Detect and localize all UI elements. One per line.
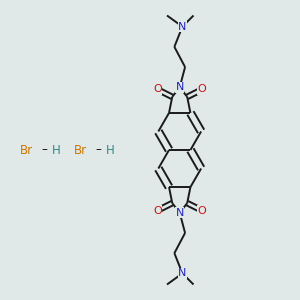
Text: O: O xyxy=(198,84,207,94)
Text: N: N xyxy=(176,82,184,92)
Text: –: – xyxy=(95,143,101,157)
Text: O: O xyxy=(153,84,162,94)
Text: H: H xyxy=(52,143,61,157)
Text: O: O xyxy=(153,206,162,216)
Text: N: N xyxy=(178,268,187,278)
Text: O: O xyxy=(198,206,207,216)
Text: –: – xyxy=(41,143,47,157)
Text: Br: Br xyxy=(20,143,33,157)
Text: N: N xyxy=(178,22,187,32)
Text: H: H xyxy=(106,143,114,157)
Text: N: N xyxy=(176,208,184,218)
Text: Br: Br xyxy=(74,143,87,157)
